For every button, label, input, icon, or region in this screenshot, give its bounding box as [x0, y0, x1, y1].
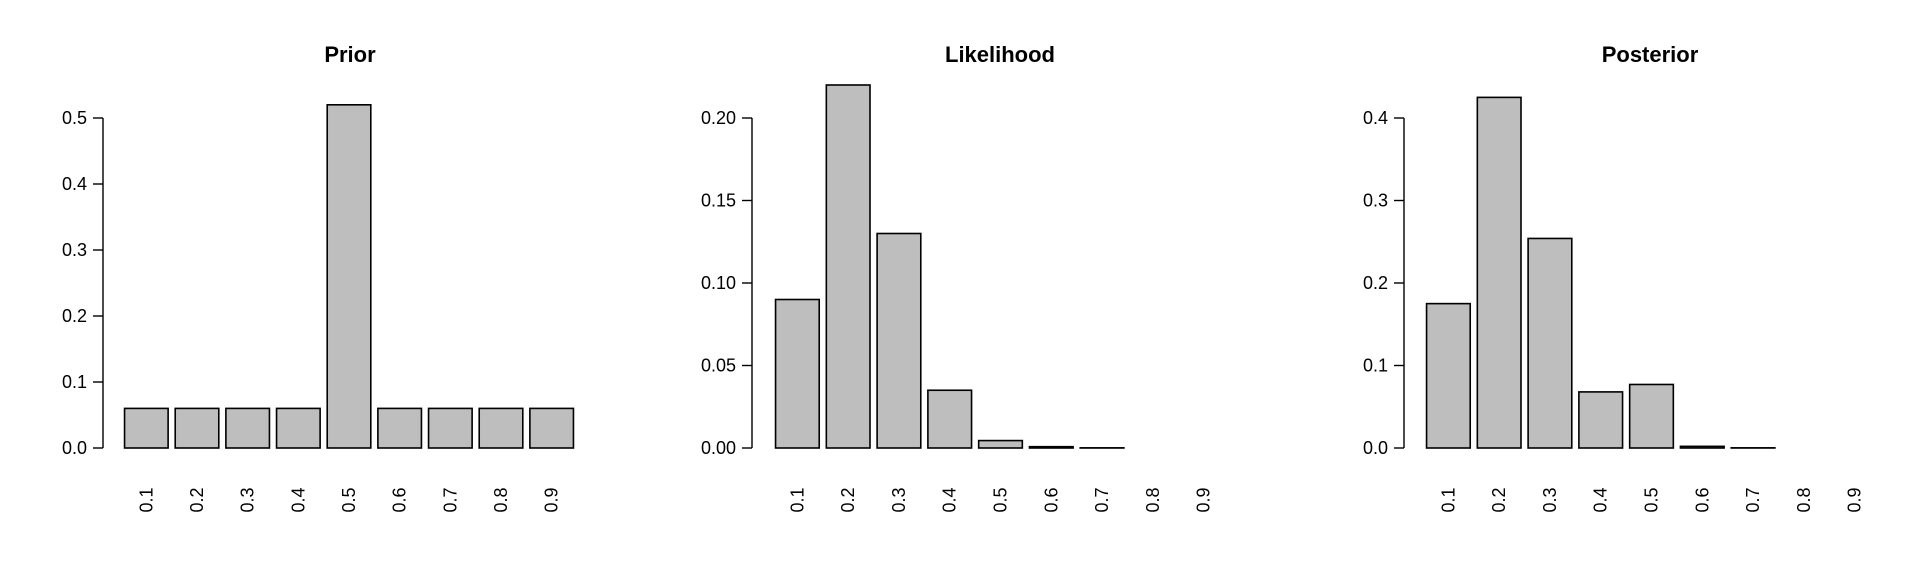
x-tick-label: 0.7 — [1743, 487, 1763, 512]
bar-0.5 — [1628, 383, 1675, 449]
x-tick-label: 0.5 — [339, 487, 359, 512]
x-tick-label: 0.1 — [136, 487, 156, 512]
chart-title: Likelihood — [945, 42, 1055, 67]
y-axis: 0.0 0.1 0.2 0.3 0.4 0.5 — [62, 108, 104, 458]
x-tick-labels: 0.1 0.2 0.3 0.4 0.5 0.6 0.7 0.8 0.9 — [787, 487, 1213, 512]
x-tick-label: 0.4 — [940, 487, 960, 512]
x-tick-label: 0.7 — [1092, 487, 1112, 512]
chart-prior: Prior 0.0 0.1 0.2 0.3 0.4 0.5 0.1 0.2 0.3 0.4 0.5… — [62, 42, 575, 513]
x-tick-label: 0.8 — [1143, 487, 1163, 512]
y-tick-label: 0.5 — [62, 108, 87, 128]
x-tick-label: 0.9 — [1845, 487, 1865, 512]
chart-likelihood: Likelihood 0.000.050.100.150.20 0.1 0.2 0.… — [701, 42, 1214, 513]
bars — [774, 84, 1125, 449]
x-tick-label: 0.6 — [1692, 487, 1712, 512]
y-tick-label: 0.1 — [1363, 356, 1388, 376]
x-tick-labels: 0.1 0.2 0.3 0.4 0.5 0.6 0.7 0.8 0.9 — [1438, 487, 1864, 512]
bar-0.4 — [275, 407, 321, 449]
x-tick-label: 0.8 — [1794, 487, 1814, 512]
y-tick-label: 0.05 — [701, 356, 736, 376]
x-tick-label: 0.8 — [491, 487, 511, 512]
x-tick-label: 0.7 — [440, 487, 460, 512]
bars — [1425, 96, 1776, 449]
y-tick-label: 0.3 — [1363, 191, 1388, 211]
y-tick-label: 0.4 — [1363, 108, 1388, 128]
chart-title: Posterior — [1602, 42, 1699, 67]
bar-0.7 — [427, 407, 473, 449]
y-tick-label: 0.15 — [701, 191, 736, 211]
x-tick-label: 0.2 — [838, 487, 858, 512]
bar-0.5 — [977, 439, 1024, 449]
bar-0.2 — [1476, 96, 1522, 449]
bar-0.6 — [1028, 445, 1074, 449]
y-tick-label: 0.2 — [1363, 273, 1388, 293]
x-tick-label: 0.9 — [542, 487, 562, 512]
x-tick-label: 0.3 — [1540, 487, 1560, 512]
bar-0.2 — [174, 407, 220, 449]
x-tick-label: 0.2 — [187, 487, 207, 512]
x-tick-label: 0.4 — [288, 487, 308, 512]
x-tick-labels: 0.1 0.2 0.3 0.4 0.5 0.6 0.7 0.8 0.9 — [136, 487, 561, 512]
bar-0.1 — [1425, 302, 1472, 449]
x-tick-label: 0.5 — [1642, 487, 1662, 512]
y-tick-label: 0.4 — [62, 174, 87, 194]
y-tick-label: 0.0 — [1363, 438, 1388, 458]
bar-0.4 — [927, 389, 973, 449]
bar-0.3 — [225, 407, 271, 449]
y-tick-label: 0.3 — [62, 240, 87, 260]
chart-posterior: Posterior 0.00.10.20.30.4 0.1 0.2 0.3 0.4 0.… — [1363, 42, 1865, 513]
bar-0.3 — [1527, 237, 1573, 449]
bar-0.9 — [529, 407, 575, 449]
bar-0.6 — [377, 407, 423, 449]
bar-0.1 — [123, 407, 169, 449]
x-tick-label: 0.1 — [787, 487, 807, 512]
x-tick-label: 0.5 — [991, 487, 1011, 512]
x-tick-label: 0.4 — [1591, 487, 1611, 512]
bar-0.3 — [876, 232, 922, 449]
x-tick-label: 0.2 — [1489, 487, 1509, 512]
bar-0.6 — [1679, 445, 1725, 449]
x-tick-label: 0.9 — [1194, 487, 1214, 512]
bar-0.1 — [774, 298, 821, 449]
bar-0.2 — [825, 84, 871, 449]
y-tick-label: 0.2 — [62, 306, 87, 326]
bar-0.4 — [1578, 391, 1624, 449]
x-tick-label: 0.1 — [1438, 487, 1458, 512]
y-tick-label: 0.00 — [701, 438, 736, 458]
y-tick-label: 0.10 — [701, 273, 736, 293]
bar-0.5 — [326, 104, 372, 449]
y-tick-label: 0.0 — [62, 438, 87, 458]
y-tick-label: 0.1 — [62, 372, 87, 392]
y-axis: 0.00 0.05 0.10 0.15 0.20 — [701, 108, 753, 458]
y-tick-label: 0.20 — [701, 108, 736, 128]
chart-title: Prior — [324, 42, 376, 67]
y-axis: 0.0 0.1 0.2 0.3 0.4 — [1363, 108, 1405, 458]
bars — [123, 104, 575, 449]
x-tick-label: 0.3 — [889, 487, 909, 512]
x-tick-label: 0.6 — [390, 487, 410, 512]
x-tick-label: 0.3 — [238, 487, 258, 512]
x-tick-label: 0.6 — [1041, 487, 1061, 512]
bar-0.8 — [478, 407, 524, 449]
